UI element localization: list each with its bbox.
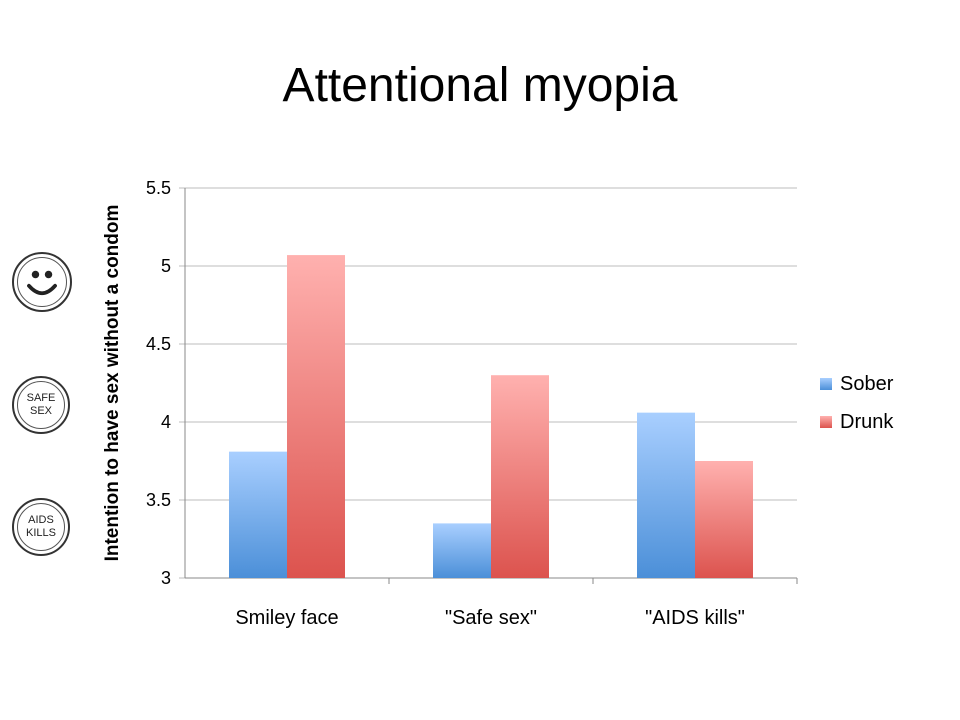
bar-drunk bbox=[695, 461, 753, 578]
x-tick-label: Smiley face bbox=[235, 607, 338, 629]
y-tick-label: 3.5 bbox=[146, 490, 171, 510]
legend-swatch-drunk bbox=[820, 416, 832, 428]
aids-kills-badge-icon: AIDS KILLS bbox=[12, 498, 70, 556]
y-tick-label: 3 bbox=[161, 568, 171, 588]
legend-label-sober: Sober bbox=[840, 373, 894, 395]
y-tick-label: 5.5 bbox=[146, 178, 171, 198]
x-tick-label: "Safe sex" bbox=[445, 607, 537, 629]
y-tick-label: 4 bbox=[161, 412, 171, 432]
bar-sober bbox=[229, 451, 287, 578]
y-tick-label: 5 bbox=[161, 256, 171, 276]
slide-title: Attentional myopia bbox=[282, 59, 678, 112]
y-axis-label: Intention to have sex without a condom bbox=[102, 205, 123, 562]
smiley-badge-icon bbox=[12, 252, 72, 312]
legend-swatch-sober bbox=[820, 378, 832, 390]
bar-sober bbox=[637, 412, 695, 578]
safe-sex-badge-icon: SAFE SEX bbox=[12, 376, 70, 434]
y-tick-label: 4.5 bbox=[146, 334, 171, 354]
bar-sober bbox=[433, 523, 491, 578]
x-tick-label: "AIDS kills" bbox=[645, 607, 745, 629]
bar-drunk bbox=[491, 375, 549, 578]
bar-drunk bbox=[287, 255, 345, 578]
legend-label-drunk: Drunk bbox=[840, 411, 894, 433]
